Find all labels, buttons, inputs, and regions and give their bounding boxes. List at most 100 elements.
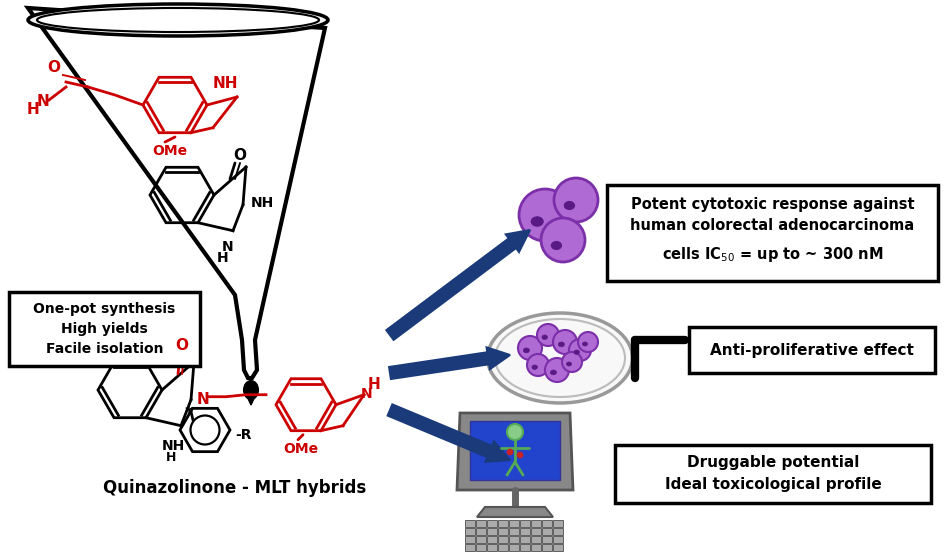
Text: Ideal toxicological profile: Ideal toxicological profile	[665, 476, 882, 492]
Ellipse shape	[28, 4, 328, 36]
Ellipse shape	[531, 217, 543, 226]
Text: H: H	[166, 451, 176, 464]
Text: High yields: High yields	[61, 322, 148, 336]
FancyBboxPatch shape	[498, 519, 507, 527]
Polygon shape	[28, 8, 325, 378]
Ellipse shape	[550, 370, 557, 375]
FancyBboxPatch shape	[542, 544, 552, 550]
Text: O: O	[176, 339, 188, 354]
Text: N: N	[361, 387, 372, 401]
FancyBboxPatch shape	[508, 528, 519, 534]
Text: Quinazolinone - MLT hybrids: Quinazolinone - MLT hybrids	[104, 479, 367, 497]
FancyBboxPatch shape	[486, 528, 497, 534]
Circle shape	[541, 218, 585, 262]
Polygon shape	[477, 507, 553, 517]
Ellipse shape	[582, 342, 587, 346]
FancyBboxPatch shape	[542, 519, 552, 527]
FancyBboxPatch shape	[530, 544, 541, 550]
Text: Facile isolation: Facile isolation	[46, 342, 163, 356]
FancyBboxPatch shape	[607, 185, 938, 281]
Text: NH: NH	[212, 77, 238, 92]
FancyBboxPatch shape	[542, 535, 552, 543]
FancyBboxPatch shape	[508, 519, 519, 527]
Circle shape	[537, 324, 559, 346]
FancyBboxPatch shape	[520, 544, 529, 550]
Ellipse shape	[566, 362, 572, 366]
Polygon shape	[457, 413, 573, 490]
Ellipse shape	[542, 335, 547, 339]
Text: NH: NH	[162, 439, 184, 453]
Text: O: O	[48, 61, 61, 76]
FancyBboxPatch shape	[615, 445, 931, 503]
Text: H: H	[27, 102, 39, 117]
Ellipse shape	[37, 8, 319, 32]
Ellipse shape	[564, 202, 575, 210]
Circle shape	[545, 358, 569, 382]
FancyBboxPatch shape	[486, 535, 497, 543]
FancyBboxPatch shape	[465, 535, 474, 543]
Circle shape	[519, 189, 571, 241]
Circle shape	[562, 352, 582, 372]
Text: *: *	[185, 406, 193, 421]
Text: OMe: OMe	[152, 144, 187, 158]
Text: H: H	[368, 377, 380, 392]
Text: H: H	[218, 251, 229, 265]
FancyBboxPatch shape	[465, 528, 474, 534]
FancyBboxPatch shape	[498, 528, 507, 534]
Text: Potent cytotoxic response against: Potent cytotoxic response against	[631, 196, 914, 211]
FancyBboxPatch shape	[486, 544, 497, 550]
FancyBboxPatch shape	[553, 519, 562, 527]
FancyBboxPatch shape	[530, 528, 541, 534]
Circle shape	[518, 336, 542, 360]
Text: Anti-proliferative effect: Anti-proliferative effect	[710, 342, 914, 358]
Circle shape	[553, 330, 577, 354]
Polygon shape	[390, 348, 510, 379]
FancyBboxPatch shape	[530, 519, 541, 527]
FancyBboxPatch shape	[530, 535, 541, 543]
Text: N: N	[222, 240, 234, 254]
Text: N: N	[37, 95, 49, 110]
FancyBboxPatch shape	[520, 519, 529, 527]
FancyBboxPatch shape	[520, 528, 529, 534]
Text: -R: -R	[235, 428, 252, 442]
FancyBboxPatch shape	[9, 292, 200, 366]
Circle shape	[554, 178, 598, 222]
Circle shape	[527, 354, 549, 376]
FancyBboxPatch shape	[476, 528, 485, 534]
FancyBboxPatch shape	[542, 528, 552, 534]
Circle shape	[578, 332, 598, 352]
Polygon shape	[470, 421, 560, 480]
Ellipse shape	[532, 365, 538, 369]
FancyBboxPatch shape	[465, 519, 474, 527]
Ellipse shape	[487, 313, 633, 403]
Text: NH: NH	[251, 196, 275, 210]
FancyBboxPatch shape	[520, 535, 529, 543]
Text: OMe: OMe	[283, 441, 318, 456]
FancyBboxPatch shape	[498, 535, 507, 543]
Ellipse shape	[244, 381, 258, 399]
FancyBboxPatch shape	[508, 535, 519, 543]
Polygon shape	[388, 404, 510, 461]
Ellipse shape	[551, 242, 561, 249]
Circle shape	[569, 339, 591, 361]
Ellipse shape	[523, 348, 529, 353]
FancyBboxPatch shape	[476, 519, 485, 527]
Circle shape	[507, 424, 523, 440]
Circle shape	[507, 449, 513, 455]
FancyBboxPatch shape	[476, 544, 485, 550]
Text: One-pot synthesis: One-pot synthesis	[33, 302, 176, 316]
FancyBboxPatch shape	[508, 544, 519, 550]
FancyBboxPatch shape	[689, 327, 935, 373]
FancyBboxPatch shape	[465, 544, 474, 550]
FancyBboxPatch shape	[553, 544, 562, 550]
Polygon shape	[387, 230, 530, 340]
Circle shape	[517, 452, 523, 458]
Ellipse shape	[574, 350, 580, 354]
Text: Druggable potential: Druggable potential	[687, 454, 859, 469]
Text: human colorectal adenocarcinoma: human colorectal adenocarcinoma	[631, 219, 915, 234]
FancyBboxPatch shape	[476, 535, 485, 543]
Ellipse shape	[559, 342, 564, 347]
FancyBboxPatch shape	[553, 528, 562, 534]
Polygon shape	[244, 390, 258, 405]
FancyBboxPatch shape	[553, 535, 562, 543]
